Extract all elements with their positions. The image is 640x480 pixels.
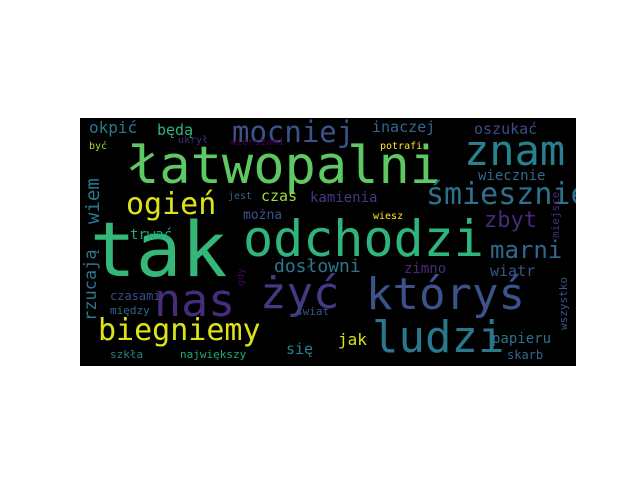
word-kamienia: kamienia [310,190,378,206]
word-potrafi: potrafi [380,141,423,152]
word-oszukac: oszukać [474,120,538,138]
word-beda: będą [157,121,194,139]
word-sie: się [286,340,314,358]
word-smiesznie: śmiesznie [426,177,576,212]
word-czasami: czasami [110,289,161,303]
word-ludzi: ludzi [372,312,505,363]
word-ukryl: ukrył [178,135,209,146]
word-odchodzi: odchodzi [243,210,484,268]
word-jest: jest [228,191,253,202]
word-miejsce: miejsce [549,191,562,238]
word-wiem: wiem [82,178,104,224]
word-znam: znam [464,126,566,175]
word-mocniej: mocniej [232,118,355,149]
word-szkla: szkła [110,348,144,361]
word-zyc: żyć [260,268,340,319]
word-mozna: można [243,208,283,223]
word-papieru: papieru [492,331,552,347]
word-ktorys: któryś [366,269,525,320]
word-jak: jak [338,330,367,349]
word-doslowni: dosłowni [274,256,361,277]
word-czas: czas [261,187,298,205]
word-byc: być [89,141,108,152]
word-nas: nas [154,274,236,327]
word-inaczej: inaczej [372,118,436,136]
word-zimno: zimno [404,261,447,277]
word-biegniemy: biegniemy [98,313,261,348]
word-wszystko: wszystko [557,277,570,330]
word-ogien: ogień [126,187,217,222]
word-tak: tak [90,205,228,294]
word-najwiekszy: największy [180,348,247,361]
word-zbyt: zbyt [484,208,537,233]
word-wiatr: wiatr [490,262,536,280]
word-wiesz: wiesz [373,211,404,222]
word-swiat: świat [296,305,330,318]
word-gdy: gdy [236,267,247,286]
word-cloud: łatwopalni tak odchodzi nas żyć któryś z… [80,118,576,366]
word-latwopalni: łatwopalni [128,136,442,196]
word-trwac: trwać [130,227,173,243]
word-skarb: skarb [507,348,544,362]
word-wierszami: wierszami [230,137,285,148]
word-wiecznie: wiecznie [478,168,546,184]
word-okpic: okpić [89,118,138,137]
word-marni: marni [490,236,563,264]
word-rzucaja: rzucają [81,249,101,321]
word-miedzy: między [110,304,150,317]
